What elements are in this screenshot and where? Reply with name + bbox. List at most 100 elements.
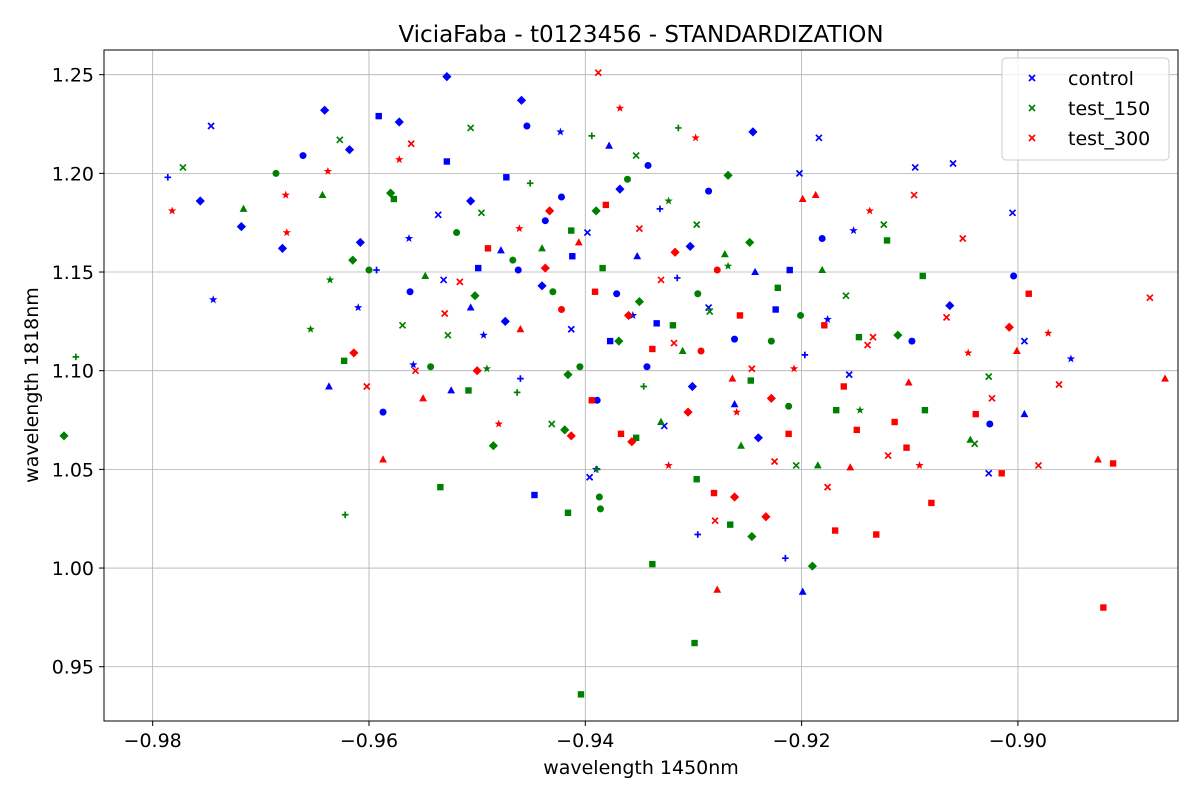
data-point (516, 95, 527, 105)
y-tick-label: 0.95 (52, 657, 94, 679)
data-point (694, 531, 702, 538)
data-point (437, 483, 444, 491)
data-point (447, 386, 456, 394)
data-point (588, 397, 595, 404)
data-point (623, 175, 631, 183)
data-point (798, 587, 807, 595)
data-point (427, 363, 435, 371)
data-point (538, 244, 546, 252)
data-point (466, 303, 475, 311)
data-point (720, 250, 729, 258)
data-point (556, 127, 565, 136)
y-tick-label: 1.10 (52, 361, 94, 383)
data-point (442, 72, 452, 82)
data-point (831, 527, 839, 534)
data-point (748, 365, 756, 373)
data-points (59, 69, 1169, 698)
data-point (409, 360, 418, 369)
data-point (813, 461, 822, 469)
data-point (1012, 346, 1021, 354)
data-point (1109, 460, 1117, 467)
data-point (710, 489, 718, 497)
data-point (664, 461, 673, 469)
data-point (606, 337, 614, 345)
data-point (497, 246, 505, 254)
data-point (363, 382, 371, 391)
data-point (406, 288, 414, 296)
data-point (167, 206, 177, 215)
data-point (705, 187, 713, 195)
y-tick-label: 1.20 (52, 163, 94, 185)
y-tick-label: 1.00 (52, 558, 94, 580)
data-point (737, 441, 745, 449)
axis-ticks: −0.98 −0.96 −0.94 −0.92 −0.90 0.95 1.00 1.05 1.1… (52, 65, 1047, 752)
data-point (711, 517, 719, 525)
data-point (320, 105, 330, 115)
data-point (325, 382, 333, 390)
data-point (434, 211, 442, 219)
data-point (591, 288, 599, 295)
data-point (945, 300, 955, 311)
data-point (910, 191, 918, 199)
data-point (563, 370, 573, 380)
data-point (526, 179, 534, 187)
data-point (623, 310, 634, 321)
data-point (818, 265, 827, 274)
data-point (1004, 322, 1014, 332)
data-point (1100, 604, 1107, 611)
y-tick-label: 1.15 (52, 262, 94, 284)
data-point (863, 341, 872, 349)
data-point (1034, 461, 1043, 470)
data-point (605, 141, 613, 149)
data-point (239, 204, 248, 212)
x-axis-label: wavelength 1450nm (543, 757, 739, 779)
data-point (390, 195, 398, 203)
data-point (613, 290, 621, 298)
data-point (988, 394, 996, 402)
data-point (747, 377, 754, 384)
data-point (785, 402, 793, 410)
data-point (772, 306, 779, 313)
data-point (731, 335, 739, 343)
data-point (411, 367, 420, 375)
data-point (453, 229, 461, 237)
data-point (985, 469, 993, 477)
data-point (209, 295, 218, 304)
data-point (730, 400, 739, 408)
data-point (421, 271, 430, 279)
data-point (398, 321, 407, 329)
data-point (919, 272, 926, 280)
data-point (745, 237, 755, 248)
data-point (566, 431, 576, 441)
data-point (466, 196, 476, 206)
data-point (673, 274, 681, 282)
data-point (928, 499, 935, 507)
x-tick-label: −0.96 (340, 730, 398, 752)
data-point (558, 193, 566, 201)
data-point (404, 234, 414, 243)
data-point (615, 103, 625, 112)
data-point (72, 353, 80, 361)
data-point (1146, 294, 1154, 302)
data-point (588, 132, 596, 140)
data-point (751, 267, 760, 276)
data-point (669, 322, 677, 329)
data-point (959, 234, 967, 243)
data-point (683, 407, 693, 417)
data-point (179, 163, 187, 172)
data-point (761, 512, 771, 522)
data-point (355, 237, 365, 248)
data-point (236, 222, 246, 232)
data-point (465, 387, 472, 394)
data-point (318, 190, 327, 199)
data-point (443, 158, 451, 165)
series-test_150 (59, 124, 993, 698)
data-point (627, 437, 637, 447)
data-point (602, 201, 610, 209)
data-point (818, 234, 826, 242)
data-point (488, 441, 498, 451)
data-point (634, 297, 644, 307)
x-tick-label: −0.92 (772, 730, 830, 752)
